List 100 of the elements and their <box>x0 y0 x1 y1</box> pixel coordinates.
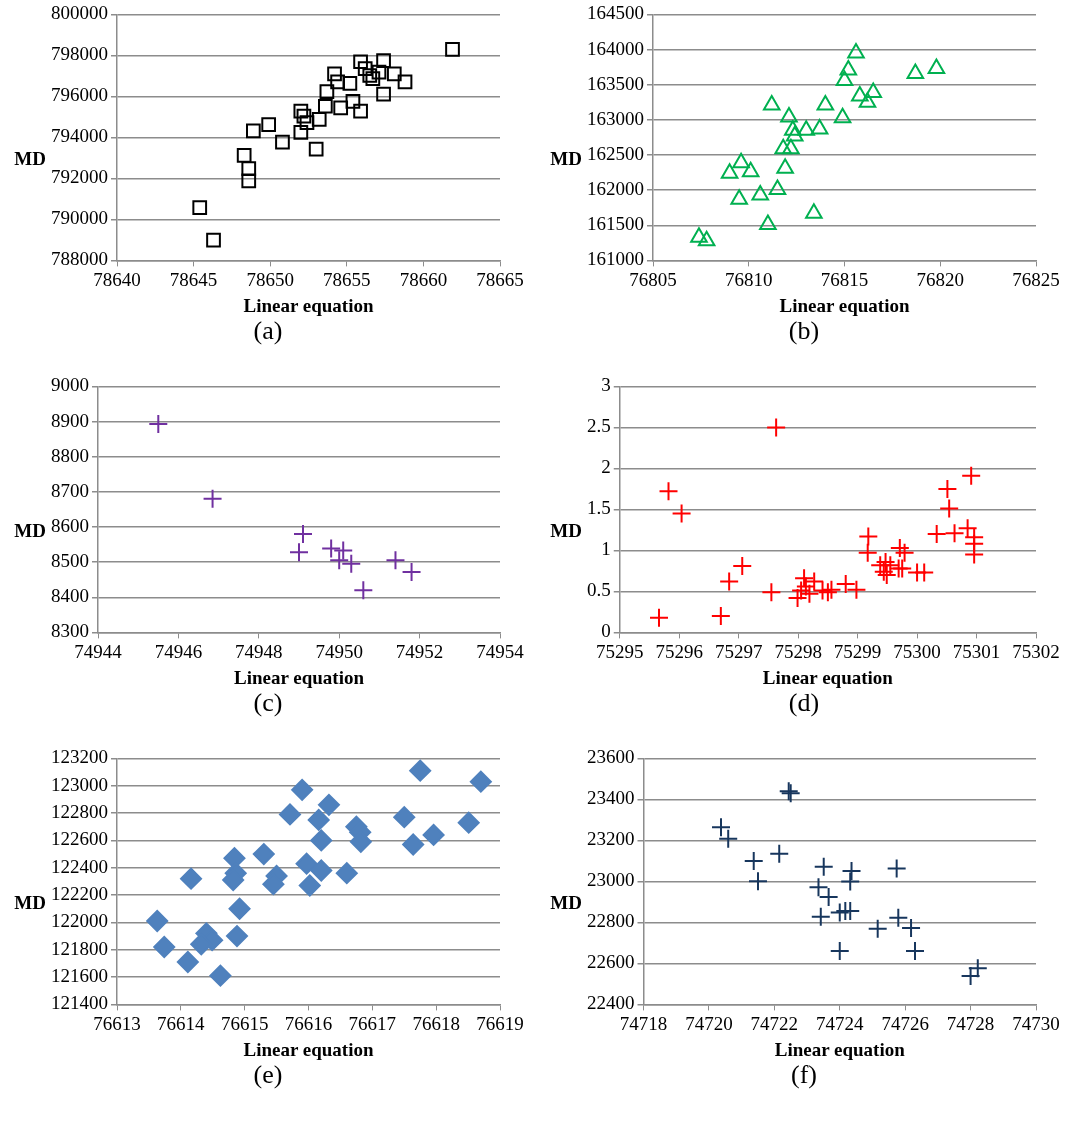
y-tick-label: 22400 <box>587 992 635 1014</box>
point <box>743 850 764 871</box>
point <box>751 185 770 201</box>
point <box>841 860 862 881</box>
y-tick-label: 163500 <box>587 72 644 94</box>
y-tick-label: 23200 <box>587 828 635 850</box>
point <box>889 537 910 558</box>
point <box>864 82 883 98</box>
point <box>964 544 985 565</box>
point <box>797 120 815 136</box>
y-tick-label: 8900 <box>51 409 89 431</box>
point <box>317 793 340 816</box>
point <box>690 227 708 243</box>
point <box>209 964 232 987</box>
point <box>937 478 958 499</box>
text: (b) <box>787 316 821 346</box>
x-tick-label: 76618 <box>412 1012 460 1034</box>
y-tick-label: 1 <box>601 538 611 560</box>
point <box>847 43 865 59</box>
y-tick-label: 23000 <box>587 869 635 891</box>
y-tick-label: 161000 <box>587 248 644 270</box>
x-tick-label: 74728 <box>946 1012 995 1034</box>
point <box>241 161 257 176</box>
y-tick-label: 798000 <box>51 43 108 65</box>
x-tick-label: 74950 <box>315 640 363 662</box>
x-tick-label: 75302 <box>1012 640 1060 662</box>
point <box>719 571 740 592</box>
x-tick-label: 76619 <box>476 1012 524 1034</box>
point <box>241 173 257 189</box>
point <box>333 100 349 116</box>
y-tick-label: 164500 <box>587 2 644 24</box>
y-tick-label: 164000 <box>587 37 644 59</box>
point <box>252 843 275 866</box>
x-tick-label: 76810 <box>725 268 773 290</box>
y-tick-label: 22600 <box>587 951 635 973</box>
y-tick-label: 3 <box>601 374 611 396</box>
point <box>780 107 798 123</box>
x-tick-label: 76613 <box>93 1012 141 1034</box>
x-tick-label: 78665 <box>476 268 524 290</box>
x-tick-label: 76815 <box>820 268 869 290</box>
point <box>311 112 327 127</box>
y-axis-title: MD <box>13 892 47 914</box>
y-tick-label: 122800 <box>51 801 108 823</box>
point <box>710 606 731 626</box>
point <box>469 770 492 793</box>
point <box>357 61 373 77</box>
x-tick-label: 78640 <box>93 268 141 290</box>
x-tick-label: 75300 <box>893 640 941 662</box>
point <box>397 74 413 90</box>
point <box>840 871 861 892</box>
point <box>228 897 251 920</box>
point <box>886 858 907 879</box>
y-tick-label: 800000 <box>51 2 108 24</box>
point <box>180 867 203 890</box>
point <box>769 843 790 864</box>
point <box>278 803 301 826</box>
y-tick-label: 162500 <box>587 142 644 164</box>
point <box>880 555 901 576</box>
point <box>310 829 333 852</box>
x-tick-label: 78650 <box>246 268 294 290</box>
y-tick-label: 9000 <box>51 374 89 396</box>
x-tick-label: 75298 <box>774 640 822 662</box>
point <box>776 158 794 174</box>
x-axis-title: Linear equation <box>762 666 894 688</box>
y-tick-label: 790000 <box>51 207 108 229</box>
point <box>732 555 753 576</box>
point <box>858 92 877 108</box>
x-axis-title: Linear equation <box>243 1038 374 1060</box>
point <box>293 124 309 140</box>
point <box>833 107 852 124</box>
point <box>858 526 879 547</box>
point <box>805 203 823 219</box>
point <box>906 63 925 79</box>
point <box>732 152 750 169</box>
x-tick-label: 74948 <box>235 640 283 662</box>
x-tick-label: 75296 <box>655 640 703 662</box>
point <box>353 580 374 601</box>
x-tick-label: 76616 <box>284 1012 333 1034</box>
point <box>298 874 321 897</box>
text: (a) <box>252 316 284 346</box>
x-tick-label: 74952 <box>395 640 444 662</box>
point <box>761 582 782 603</box>
y-tick-label: 122400 <box>51 855 108 877</box>
point <box>296 108 312 124</box>
point <box>146 910 169 933</box>
point <box>835 70 854 86</box>
point <box>307 808 330 831</box>
point <box>867 918 888 939</box>
point <box>422 823 445 846</box>
y-tick-label: 22800 <box>587 910 635 932</box>
x-tick-label: 75297 <box>714 640 763 662</box>
point <box>782 138 800 155</box>
x-tick-label: 74946 <box>154 640 203 662</box>
y-tick-label: 121600 <box>51 965 108 987</box>
point <box>894 542 915 563</box>
point <box>148 414 169 434</box>
point <box>961 465 982 486</box>
point <box>759 214 777 231</box>
point <box>851 85 869 102</box>
point <box>730 189 748 205</box>
